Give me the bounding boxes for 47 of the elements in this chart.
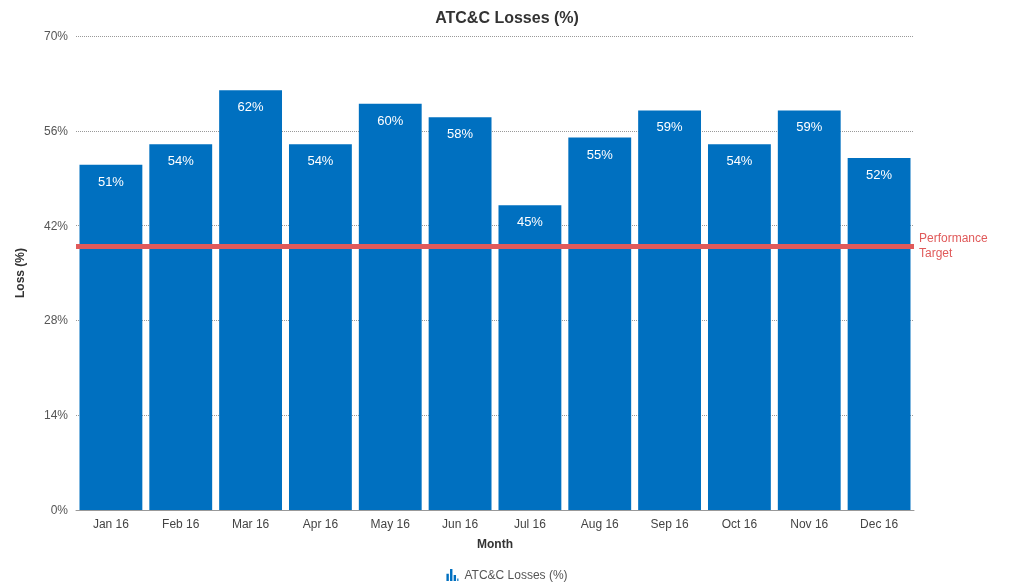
y-axis-title: Loss (%) (13, 247, 27, 299)
y-tick-label: 56% (43, 123, 69, 138)
x-tick-label: May 16 (370, 517, 411, 531)
ref-line-label: Performance Target (919, 231, 992, 261)
bar (568, 137, 632, 510)
bar (149, 144, 213, 510)
data-label: 59% (796, 119, 823, 135)
x-tick-label: Dec 16 (860, 517, 899, 531)
y-tick-label: 42% (43, 218, 69, 233)
data-label: 54% (167, 153, 195, 169)
y-tick-label: 0% (50, 503, 69, 517)
data-label: 62% (237, 99, 265, 115)
data-label: 52% (866, 166, 893, 182)
bar (219, 90, 283, 510)
legend-label: ATC&C Losses (%) (464, 568, 568, 582)
bar (79, 164, 143, 510)
bar (777, 110, 841, 510)
x-tick-label: Jul 16 (513, 517, 547, 531)
data-label: 55% (586, 146, 614, 162)
data-label: 60% (377, 112, 404, 128)
data-label: 51% (97, 173, 125, 189)
x-tick-label: Nov 16 (790, 517, 829, 531)
data-label: 54% (307, 153, 334, 169)
y-tick-label: 70% (43, 29, 69, 43)
bar (707, 144, 771, 510)
x-tick-label: Apr 16 (302, 517, 339, 531)
bar (498, 205, 562, 510)
data-label: 54% (726, 153, 753, 169)
x-tick-label: Feb 16 (162, 517, 200, 531)
x-tick-label: Aug 16 (580, 517, 620, 531)
y-tick-label: 14% (43, 408, 69, 423)
data-label: 59% (656, 119, 684, 135)
bar (428, 117, 492, 510)
y-tick-label: 28% (43, 313, 69, 328)
x-tick-label: Jan 16 (92, 517, 130, 531)
bar (847, 157, 911, 510)
x-tick-label: Oct 16 (721, 517, 758, 531)
x-tick-label: Sep 16 (650, 517, 689, 531)
x-tick-label: Jun 16 (442, 517, 479, 531)
x-tick-label: Mar 16 (231, 517, 270, 531)
chart-title: ATC&C Losses (%) (435, 8, 579, 26)
data-label: 58% (447, 126, 474, 142)
x-axis-title: Month (477, 537, 513, 551)
bar (638, 110, 702, 510)
bar (288, 144, 352, 510)
bar (358, 103, 422, 510)
data-label: 45% (516, 214, 544, 230)
